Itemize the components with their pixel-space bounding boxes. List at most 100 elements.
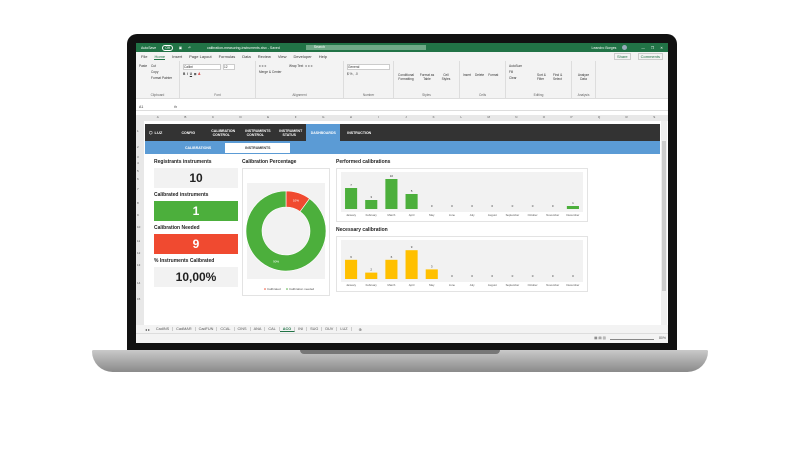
paste-button[interactable]: Paste [139,64,148,68]
name-box[interactable]: A1 [139,105,144,109]
subnav-instruments[interactable]: INSTRUMENTS [225,142,291,153]
wrap-text-button[interactable]: Wrap Text [289,64,304,68]
undo-icon[interactable]: ↶ [188,45,192,50]
conditional-formatting-button[interactable]: Conditional Formatting [398,73,414,81]
sort-filter-button[interactable]: Sort & Filter [537,73,546,81]
column-header[interactable]: C [211,115,215,119]
column-header[interactable]: L [460,115,462,119]
column-header[interactable]: N [515,115,518,119]
delete-cells-button[interactable]: Delete [474,73,485,77]
sheet-tab-sug[interactable]: SUG [307,327,323,331]
nav-calibration-control[interactable]: CALIBRATION CONTROL [211,128,236,137]
nav-dashboards[interactable]: DASHBOARDS [306,124,341,141]
column-header[interactable]: Q [597,115,601,119]
column-header[interactable]: H [349,115,352,119]
minimize-icon[interactable]: — [641,45,645,50]
sheet-tab-cadins[interactable]: CadINS [153,327,174,331]
sheet-tab-ana[interactable]: ANA [251,327,266,331]
vertical-scrollbar[interactable] [661,121,667,325]
tab-scroll-left-icon[interactable]: ◂ ▸ [145,327,150,332]
row-header[interactable]: 11 [137,239,141,243]
column-header[interactable]: S [653,115,656,119]
font-name[interactable]: Calibri [183,64,221,70]
merge-center-button[interactable]: Merge & Center [259,70,282,74]
autosum-button[interactable]: AutoSum [509,64,523,68]
nav-config[interactable]: CONFIG [181,130,196,135]
analyze-data-button[interactable]: Analyze Data [577,73,590,81]
column-header[interactable]: M [487,115,490,119]
column-header[interactable]: K [432,115,435,119]
formula-bar[interactable]: A1 fx [136,104,668,111]
copy-button[interactable]: Copy [151,70,159,74]
number-icons[interactable]: $ % , .0 [347,72,358,76]
menu-review[interactable]: Review [257,54,271,59]
column-header[interactable]: G [322,115,325,119]
format-cells-button[interactable]: Format [488,73,499,77]
menu-help[interactable]: Help [318,54,327,59]
share-button[interactable]: Share [613,53,631,60]
comments-button[interactable]: Comments [637,53,663,60]
menu-developer[interactable]: Developer [293,54,312,59]
menu-formulas[interactable]: Formulas [218,54,236,59]
row-header[interactable]: 10 [137,225,141,229]
sheet-tab-ini[interactable]: INI [295,327,308,331]
menu-view[interactable]: View [277,54,287,59]
fill-button[interactable]: Fill [509,70,514,74]
bold-button[interactable]: B I U ⊞ A [183,72,201,76]
row-header[interactable]: 5 [137,169,139,173]
insert-cells-button[interactable]: Insert [463,73,471,77]
save-icon[interactable]: ▣ [178,45,183,50]
row-header[interactable]: 9 [137,213,139,217]
align-icons-2[interactable]: ≡ ≡ ≡ [305,64,313,68]
column-header[interactable]: R [625,115,628,119]
column-header[interactable]: E [267,115,270,119]
nav-instruments-control[interactable]: INSTRUMENTS CONTROL [245,128,271,137]
number-format[interactable]: General [347,64,390,70]
sheet-tab-cadfun[interactable]: CadFUN [196,327,218,331]
subnav-calibrations[interactable]: CALIBRATIONS [185,145,212,150]
cut-button[interactable]: Cut [151,64,156,68]
font-size[interactable]: 12 [223,64,235,70]
menu-file[interactable]: File [141,54,148,59]
row-header[interactable]: 7 [137,187,139,191]
row-header[interactable]: 1 [137,129,139,133]
sheet-tab-aco[interactable]: ACO [279,326,296,332]
cell-styles-button[interactable]: Cell Styles [441,73,451,81]
find-select-button[interactable]: Find & Select [553,73,563,81]
sheet-tab-cins[interactable]: CINS [235,327,251,331]
nav-instrument-status[interactable]: INSTRUMENT STATUS [279,128,303,137]
menu-home[interactable]: Home [154,53,166,60]
column-header[interactable]: A [156,115,159,119]
align-icons[interactable]: ≡ ≡ ≡ [259,64,267,68]
zoom-level[interactable]: 80% [658,336,666,340]
sheet-tab-cal[interactable]: CAL [265,327,280,331]
autosave-toggle[interactable]: Off [162,44,173,51]
row-header[interactable]: 4 [137,161,139,165]
add-sheet-icon[interactable]: ⊕ [358,327,362,332]
column-header[interactable]: P [570,115,573,119]
restore-icon[interactable]: ❐ [650,45,655,50]
row-header[interactable]: 13 [137,263,141,267]
row-header[interactable]: 12 [137,251,141,255]
column-header[interactable]: J [405,115,407,119]
column-header[interactable]: O [542,115,546,119]
menu-data[interactable]: Data [242,54,251,59]
zoom-slider[interactable] [610,339,654,340]
row-header[interactable]: 15 [137,297,141,301]
format-painter-button[interactable]: Format Painter [151,76,173,80]
sheet-tab-cadmar[interactable]: CadMAR [173,327,196,331]
nav-instruction[interactable]: INSTRUCTION [347,130,372,135]
row-header[interactable]: 3 [137,155,139,159]
format-as-table-button[interactable]: Format as Table [419,73,435,81]
sheet-tab-ccal[interactable]: CCAL [217,327,235,331]
close-icon[interactable]: ✕ [660,45,663,50]
column-header[interactable]: I [377,115,379,119]
row-header[interactable]: 8 [137,201,139,205]
scroll-thumb[interactable] [662,141,666,291]
column-header[interactable]: F [294,115,297,119]
row-header[interactable]: 14 [137,281,141,285]
sheet-tab-luz[interactable]: LUZ [337,327,352,331]
search-box[interactable]: Search [305,45,426,50]
avatar[interactable] [622,45,628,50]
row-header[interactable]: 2 [137,145,139,149]
